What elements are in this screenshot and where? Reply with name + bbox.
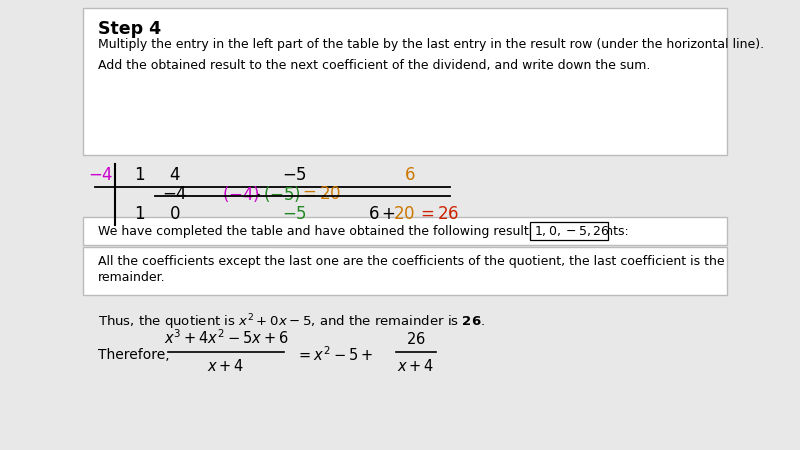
- Text: $(-4)$: $(-4)$: [222, 184, 260, 204]
- Text: $1$: $1$: [134, 166, 146, 184]
- Text: $-5$: $-5$: [282, 205, 307, 223]
- Text: $= 20$: $= 20$: [299, 185, 342, 203]
- Text: $x + 4$: $x + 4$: [398, 358, 434, 374]
- Text: $1, 0, -5, 26$: $1, 0, -5, 26$: [534, 224, 610, 238]
- Text: remainder.: remainder.: [98, 271, 166, 284]
- Bar: [83, 8, 727, 155]
- Text: $6$: $6$: [368, 205, 379, 223]
- Bar: [530, 222, 608, 240]
- Text: Add the obtained result to the next coefficient of the dividend, and write down : Add the obtained result to the next coef…: [98, 59, 650, 72]
- Text: $-5$: $-5$: [282, 166, 307, 184]
- Text: $0$: $0$: [170, 205, 181, 223]
- Bar: [83, 217, 727, 245]
- Text: We have completed the table and have obtained the following resulting coefficien: We have completed the table and have obt…: [98, 225, 633, 238]
- Bar: [83, 247, 727, 295]
- Text: All the coefficients except the last one are the coefficients of the quotient, t: All the coefficients except the last one…: [98, 255, 725, 268]
- Text: $= 26$: $= 26$: [417, 205, 459, 223]
- Text: $4$: $4$: [170, 166, 181, 184]
- Text: $\cdot$: $\cdot$: [255, 185, 261, 203]
- Text: $26$: $26$: [406, 331, 426, 347]
- Text: $20$: $20$: [393, 205, 415, 223]
- Text: $-4$: $-4$: [162, 185, 188, 203]
- Text: $x + 4$: $x + 4$: [207, 358, 245, 374]
- Text: $-4$: $-4$: [87, 166, 113, 184]
- Text: $= x^2 - 5 +$: $= x^2 - 5 +$: [296, 346, 373, 365]
- Text: $(-5)$: $(-5)$: [263, 184, 301, 204]
- Text: $x^3 + 4x^2 - 5x + 6$: $x^3 + 4x^2 - 5x + 6$: [164, 328, 288, 347]
- Text: Step 4: Step 4: [98, 20, 161, 38]
- Text: $1$: $1$: [134, 205, 146, 223]
- Text: Thus, the quotient is $x^2 + 0x - 5$, and the remainder is $\mathbf{26}$.: Thus, the quotient is $x^2 + 0x - 5$, an…: [98, 312, 485, 332]
- Text: Multiply the entry in the left part of the table by the last entry in the result: Multiply the entry in the left part of t…: [98, 38, 764, 51]
- Text: $+$: $+$: [381, 205, 395, 223]
- Text: Therefore,: Therefore,: [98, 348, 170, 362]
- Text: $6$: $6$: [404, 166, 416, 184]
